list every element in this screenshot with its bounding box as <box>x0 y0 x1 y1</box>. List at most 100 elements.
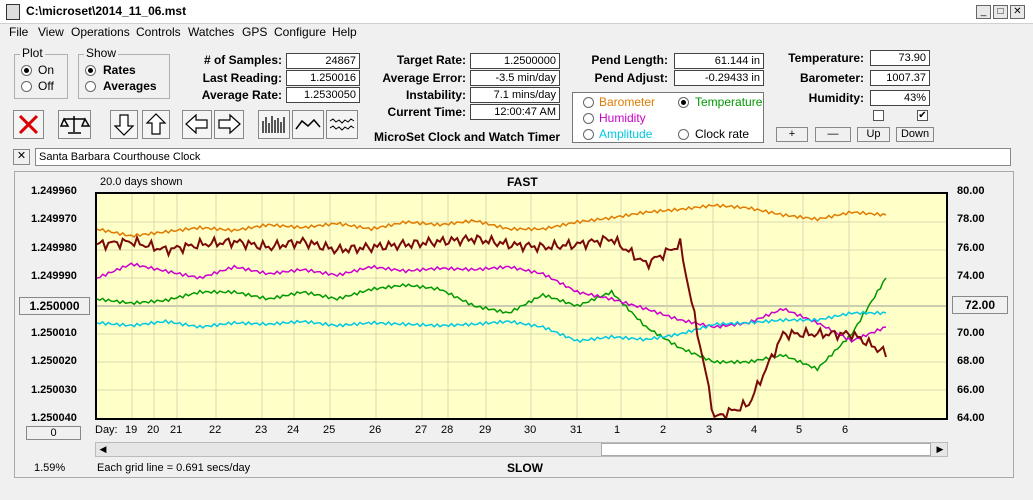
offset-zero-button[interactable]: 0 <box>26 426 81 440</box>
down-arrow-button[interactable] <box>110 110 138 139</box>
slow-label: SLOW <box>507 461 543 475</box>
pend-adjust-value: -0.29433 in <box>674 70 764 86</box>
stop-button[interactable] <box>13 110 44 139</box>
scroll-thumb[interactable] <box>601 443 931 456</box>
center-rate-button[interactable]: 1.250000 <box>19 297 90 315</box>
series-barometer <box>97 203 887 238</box>
series-temperature <box>97 277 887 372</box>
series-amplitude <box>97 310 887 344</box>
plot-off-radio[interactable] <box>21 81 32 92</box>
x-tick-label: 4 <box>751 424 758 436</box>
scale-down-button[interactable]: Down <box>896 127 934 142</box>
show-averages-radio[interactable] <box>85 81 96 92</box>
pend-adjust-label: Pend Adjust: <box>594 71 668 85</box>
y-right-tick: 80.00 <box>957 185 985 197</box>
y-left-tick: 1.250040 <box>31 412 77 425</box>
fast-label: FAST <box>507 175 538 189</box>
target-rate-value: 1.2500000 <box>470 53 560 69</box>
temperature-label: Temperature: <box>788 51 864 65</box>
last-reading-label: Last Reading: <box>202 71 282 85</box>
last-reading-value: 1.250016 <box>286 70 360 86</box>
humidity-radio[interactable] <box>583 113 594 124</box>
x-tick-label: 20 <box>147 424 160 436</box>
temperature-radio[interactable] <box>678 97 689 108</box>
show-rates-radio[interactable] <box>85 65 96 76</box>
right-arrow-button[interactable] <box>214 110 244 139</box>
title-bar: C:\microset\2014_11_06.mst _ □ ✕ <box>0 0 1033 24</box>
x-tick-label: 6 <box>842 424 849 436</box>
average-error-value: -3.5 min/day <box>470 70 560 86</box>
menu-bar: File View Operations Controls Watches GP… <box>0 24 1033 42</box>
x-tick-label: 19 <box>125 424 138 436</box>
menu-watches[interactable]: Watches <box>188 25 235 39</box>
clock-rate-radio-label: Clock rate <box>695 127 750 141</box>
instability-label: Instability: <box>405 88 466 102</box>
minimize-icon[interactable]: _ <box>976 5 991 19</box>
close-icon[interactable]: ✕ <box>1010 5 1025 19</box>
menu-view[interactable]: View <box>38 25 64 39</box>
left-arrow-button[interactable] <box>182 110 212 139</box>
day-label: Day: <box>95 424 118 436</box>
y-right-tick: 64.00 <box>957 412 985 425</box>
humidity-radio-label: Humidity <box>599 111 646 125</box>
center-aux-button[interactable]: 72.00 <box>952 296 1008 314</box>
amplitude-radio-label: Amplitude <box>599 127 653 141</box>
temperature-radio-label: Temperature <box>695 95 763 109</box>
arrow-down-icon <box>113 114 135 136</box>
show-group <box>78 54 170 99</box>
y-left-tick: 1.250020 <box>31 355 77 368</box>
red-x-icon <box>18 114 39 135</box>
x-tick-label: 22 <box>209 424 222 436</box>
chart-scrollbar[interactable]: ◀ ▶ <box>95 442 948 457</box>
samples-value: 24867 <box>286 53 360 69</box>
aux-plot-group <box>572 92 764 143</box>
pend-length-value: 61.144 in <box>674 53 764 69</box>
scale-up-button[interactable]: Up <box>857 127 890 142</box>
target-rate-label: Target Rate: <box>396 53 466 67</box>
barometer-radio-label: Barometer <box>599 95 656 109</box>
x-tick-label: 29 <box>479 424 492 436</box>
clear-clock-name-button[interactable]: ✕ <box>13 149 30 165</box>
barometer-radio[interactable] <box>583 97 594 108</box>
y-left-tick: 1.249960 <box>31 185 77 197</box>
clock-name-input[interactable]: Santa Barbara Courthouse Clock <box>35 148 1011 166</box>
menu-help[interactable]: Help <box>332 25 357 39</box>
scroll-left-icon[interactable]: ◀ <box>99 444 107 454</box>
maximize-icon[interactable]: □ <box>993 5 1008 19</box>
up-arrow-button[interactable] <box>142 110 170 139</box>
scale-plus-button[interactable]: + <box>776 127 808 142</box>
menu-gps[interactable]: GPS <box>242 25 268 39</box>
humidity-label: Humidity: <box>808 91 864 105</box>
balance-button[interactable] <box>58 110 91 139</box>
average-rate-value: 1.2530050 <box>286 87 360 103</box>
aux-checkbox-2[interactable]: ✔ <box>917 110 928 121</box>
plot-on-radio[interactable] <box>21 65 32 76</box>
y-right-tick: 68.00 <box>957 355 985 368</box>
x-tick-label: 23 <box>255 424 268 436</box>
aux-checkbox-1[interactable] <box>873 110 884 121</box>
clock-rate-radio[interactable] <box>678 129 689 140</box>
samples-label: # of Samples: <box>203 53 282 67</box>
x-tick-label: 3 <box>706 424 713 436</box>
menu-file[interactable]: File <box>9 25 29 39</box>
scroll-right-icon[interactable]: ▶ <box>936 444 944 454</box>
grid-note: Each grid line = 0.691 secs/day <box>97 462 251 474</box>
window-title: C:\microset\2014_11_06.mst <box>26 4 187 18</box>
x-tick-label: 1 <box>614 424 621 436</box>
wave-line-icon <box>295 118 321 130</box>
scale-minus-button[interactable]: — <box>815 127 851 142</box>
menu-controls[interactable]: Controls <box>136 25 181 39</box>
arrow-left-icon <box>185 113 208 135</box>
noisy-line-button[interactable] <box>326 110 358 139</box>
chart-svg <box>97 194 946 418</box>
menu-operations[interactable]: Operations <box>71 25 130 39</box>
smooth-line-button[interactable] <box>292 110 324 139</box>
barometer-label: Barometer: <box>799 71 864 85</box>
amplitude-radio[interactable] <box>583 129 594 140</box>
y-right-tick: 74.00 <box>957 270 985 283</box>
y-right-tick: 66.00 <box>957 383 985 396</box>
days-shown-label: 20.0 days shown <box>100 176 183 188</box>
histogram-button[interactable] <box>258 110 290 139</box>
menu-configure[interactable]: Configure <box>274 25 327 39</box>
average-error-label: Average Error: <box>382 71 466 85</box>
